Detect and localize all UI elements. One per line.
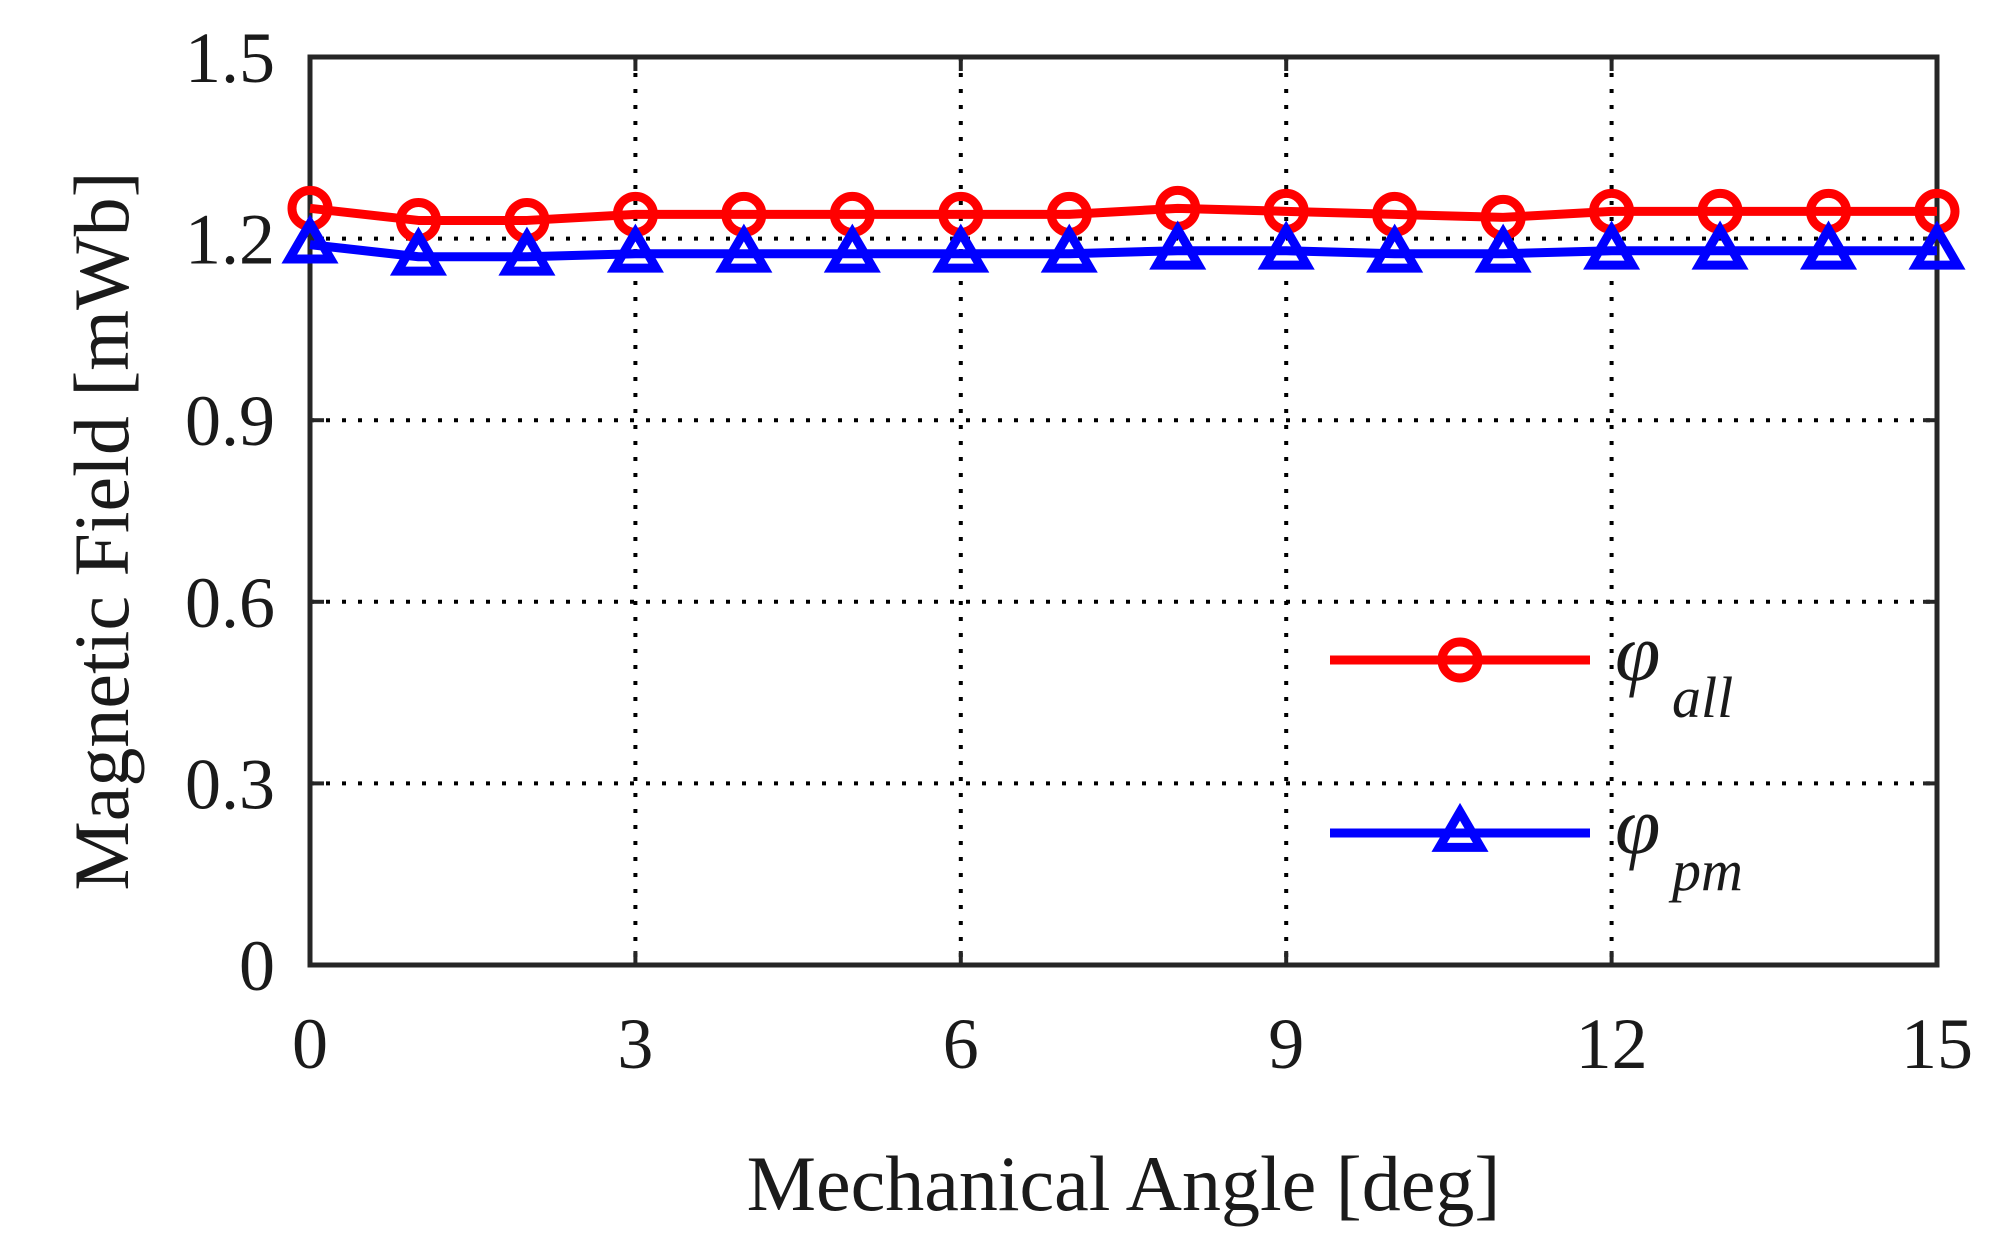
ticks-layer: 0 3 6 9 12 15 0 0.3 0.6 0.9 1.2 1.5 xyxy=(185,18,1973,1084)
data-point xyxy=(1366,223,1424,273)
y-axis-title: Magnetic Field [mWb] xyxy=(58,171,145,890)
data-point xyxy=(1691,220,1749,270)
legend-item-all: φ all xyxy=(1330,607,1733,730)
series-line xyxy=(309,203,1937,225)
series-all xyxy=(287,185,1960,243)
series-layer xyxy=(281,185,1966,276)
y-tick-label: 1.5 xyxy=(185,18,275,98)
y-tick-label: 0.9 xyxy=(185,381,275,461)
data-point xyxy=(1474,223,1532,273)
data-point xyxy=(1431,802,1489,852)
legend-symbol: φ xyxy=(1615,607,1660,698)
data-point xyxy=(932,223,990,273)
plot-frame xyxy=(307,54,1940,968)
x-tick-label: 3 xyxy=(617,1004,653,1084)
data-point xyxy=(606,223,664,273)
data-point xyxy=(498,226,556,276)
series-line xyxy=(309,240,1937,262)
x-tick-label: 6 xyxy=(943,1004,979,1084)
legend-item-pm: φ pm xyxy=(1330,780,1743,903)
y-tick-label: 0 xyxy=(239,926,275,1006)
x-tick-label: 9 xyxy=(1268,1004,1304,1084)
y-tick-label: 0.3 xyxy=(185,744,275,824)
data-point xyxy=(1800,220,1858,270)
data-point xyxy=(281,214,339,264)
data-point xyxy=(1437,637,1483,683)
data-point xyxy=(1583,220,1641,270)
data-point xyxy=(1257,220,1315,270)
x-axis-title: Mechanical Angle [deg] xyxy=(747,1140,1501,1227)
y-tick-label: 1.2 xyxy=(185,200,275,280)
legend-symbol: φ xyxy=(1615,780,1660,871)
y-tick-label: 0.6 xyxy=(185,563,275,643)
x-tick-label: 0 xyxy=(292,1004,328,1084)
data-point xyxy=(389,226,447,276)
data-point xyxy=(823,223,881,273)
x-tick-label: 12 xyxy=(1576,1004,1648,1084)
legend-subscript: all xyxy=(1672,665,1733,730)
data-point xyxy=(1908,220,1966,270)
series-pm xyxy=(281,214,1966,276)
grid-layer xyxy=(310,57,1937,965)
data-point xyxy=(715,223,773,273)
data-point xyxy=(1149,220,1207,270)
data-point xyxy=(1040,223,1098,273)
x-tick-label: 15 xyxy=(1901,1004,1973,1084)
legend-subscript: pm xyxy=(1668,838,1743,903)
